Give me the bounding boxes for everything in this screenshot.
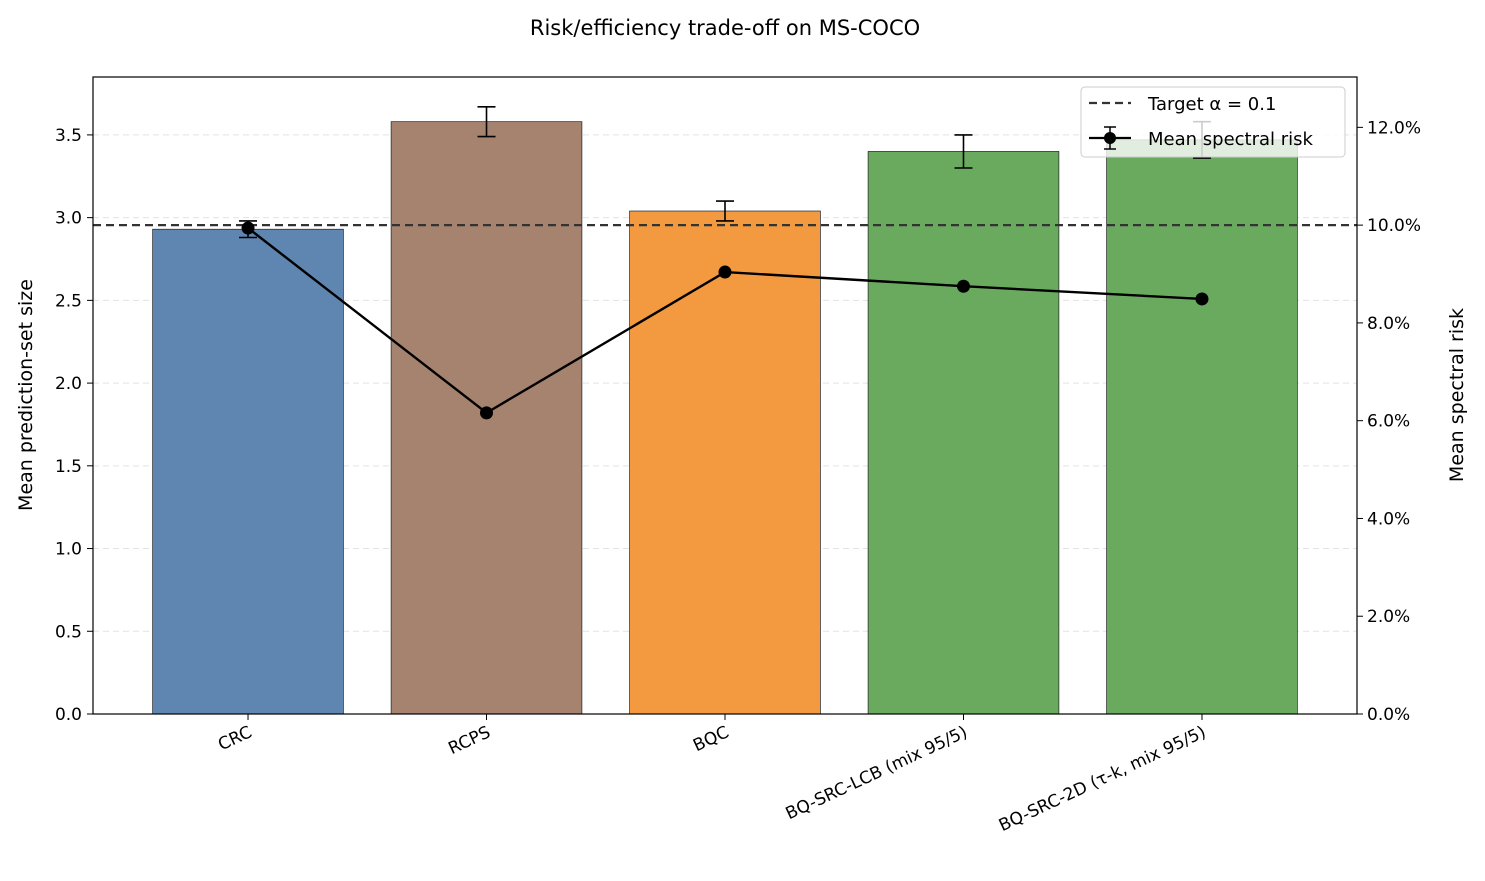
y2-tick-label: 12.0% [1367,118,1421,138]
risk-point [956,279,970,293]
y-axis-label: Mean prediction-set size [15,279,37,511]
x-tick-label: BQ-SRC-2D (τ-k, mix 95/5) [996,722,1209,836]
y-tick-label: 0.5 [55,622,82,642]
y-tick-label: 2.0 [55,374,82,394]
y-tick-label: 3.0 [55,209,82,229]
y2-tick-label: 6.0% [1367,412,1410,432]
y2-tick-label: 4.0% [1367,509,1410,529]
risk-point [241,221,255,235]
plot-frame [92,76,1358,715]
y2-tick-label: 0.0% [1367,705,1410,725]
bar [152,228,344,715]
legend-target-label: Target α = 0.1 [1147,94,1276,115]
y-tick-label: 1.0 [55,540,82,560]
risk-point [718,265,732,279]
bar [1106,139,1298,715]
y-tick-label: 2.5 [55,291,82,311]
y-tick-label: 3.5 [55,126,82,146]
x-tick-label: RCPS [445,722,493,759]
y2-axis-label: Mean spectral risk [1446,308,1468,482]
risk-point [480,406,494,420]
legend: Target α = 0.1 Mean spectral risk [1080,86,1346,158]
bar [867,151,1060,715]
y2-tick-label: 10.0% [1367,216,1421,236]
y-tick-label: 0.0 [55,705,82,725]
y2-tick-label: 2.0% [1367,607,1410,627]
y2-tick-label: 8.0% [1367,314,1410,334]
y-tick-label: 1.5 [55,457,82,477]
risk-point [1195,292,1209,306]
x-tick-label: BQC [690,722,732,756]
x-tick-label: CRC [215,722,255,755]
legend-risk-label: Mean spectral risk [1148,129,1314,150]
chart-title: Risk/efficiency trade-off on MS-COCO [530,16,920,40]
bar [629,210,821,715]
x-tick-label: BQ-SRC-LCB (mix 95/5) [783,722,971,824]
